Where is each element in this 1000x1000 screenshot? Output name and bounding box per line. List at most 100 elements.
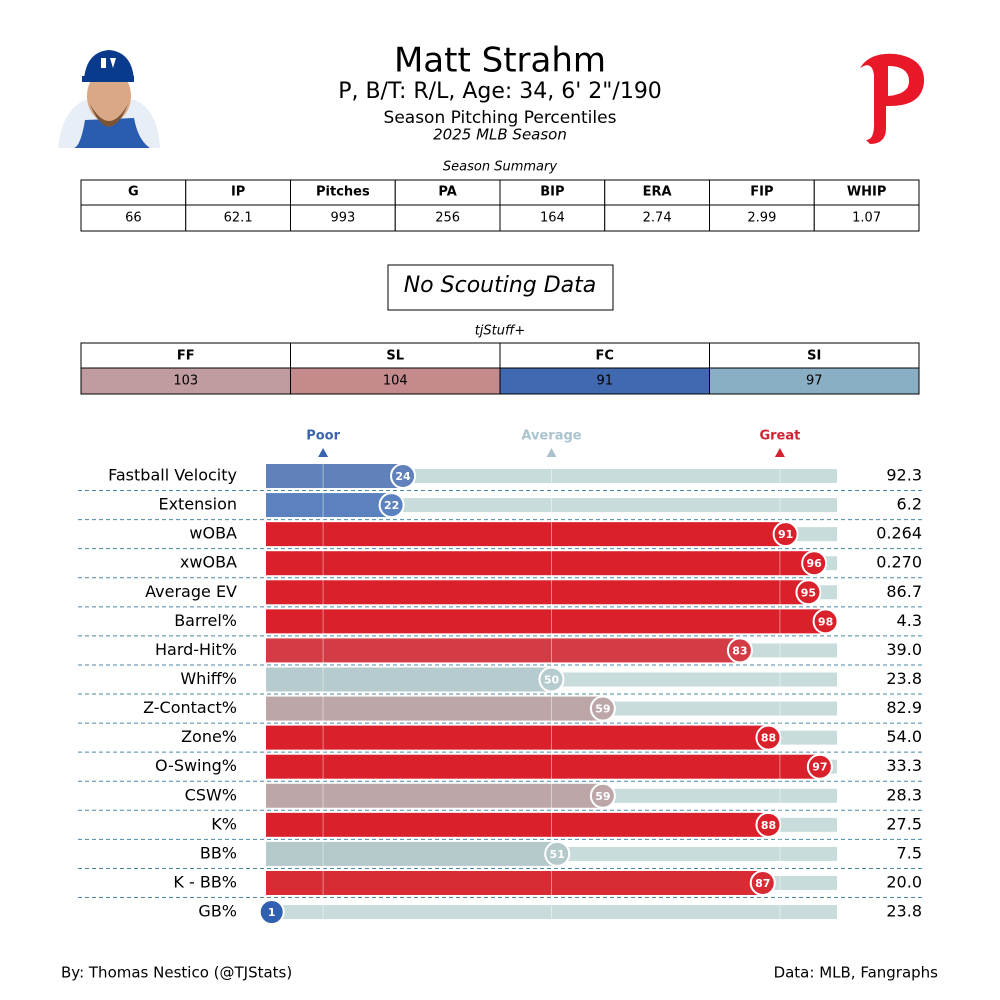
percentile-label: 98	[818, 615, 833, 628]
table-header: G	[128, 185, 139, 200]
stat-value: 7.5	[897, 843, 922, 862]
table-value: 2.99	[747, 211, 776, 226]
percentile-dot	[806, 753, 833, 780]
percentile-label: 22	[384, 499, 399, 512]
table-value: 164	[540, 211, 565, 226]
table-cell	[604, 204, 710, 232]
metric-label: Zone%	[181, 727, 237, 746]
table-cell	[290, 204, 396, 232]
stat-value: 27.5	[886, 814, 922, 833]
bar	[266, 696, 603, 721]
footer-credit: By: Thomas Nestico (@TJStats)	[61, 964, 292, 982]
table-value: 2.74	[643, 211, 672, 226]
percentile-dot	[801, 550, 828, 577]
table-cell	[290, 342, 501, 369]
table-header: Pitches	[316, 185, 370, 200]
bar	[266, 812, 769, 837]
table-cell	[80, 204, 187, 232]
table-cell	[185, 204, 291, 232]
bar	[266, 754, 820, 779]
percentile-dot	[726, 637, 753, 664]
stat-value: 54.0	[886, 727, 922, 746]
bar	[266, 667, 552, 692]
metric-label: Z-Contact%	[143, 698, 237, 717]
percentile-label: 97	[812, 761, 827, 774]
table-header: PA	[438, 185, 456, 200]
percentile-label: 88	[761, 819, 776, 832]
table-header: FF	[177, 349, 195, 364]
season: 2025 MLB Season	[433, 126, 567, 144]
bar	[266, 725, 769, 750]
percentile-dot	[544, 840, 571, 867]
bar	[266, 551, 815, 576]
table-value: 62.1	[224, 211, 253, 226]
bar	[266, 609, 826, 634]
percentile-dot	[589, 695, 616, 722]
stat-value: 39.0	[886, 640, 922, 659]
percentile-label: 50	[544, 673, 560, 686]
percentile-dot	[812, 608, 839, 635]
table-cell	[80, 367, 291, 395]
table-cell	[290, 179, 396, 206]
percentile-dot	[538, 666, 565, 693]
table-value: 256	[435, 211, 460, 226]
metric-label: Fastball Velocity	[108, 466, 237, 485]
percentile-dot	[378, 492, 405, 519]
metric-label: BB%	[200, 843, 237, 862]
percentile-label: 1	[268, 906, 276, 919]
bar	[266, 783, 603, 808]
percentile-dot	[258, 899, 285, 926]
stat-value: 20.0	[886, 872, 922, 891]
track	[266, 498, 837, 513]
metric-label: K - BB%	[173, 872, 237, 891]
table-header: IP	[231, 185, 245, 200]
stat-value: 23.8	[886, 669, 922, 688]
subtitle: Season Pitching Percentiles	[384, 108, 617, 128]
bar	[266, 493, 392, 518]
percentile-label: 83	[732, 644, 747, 657]
percentile-dot	[589, 782, 616, 809]
summary-title: Season Summary	[443, 160, 557, 175]
metric-label: Hard-Hit%	[155, 640, 237, 659]
player-bio: P, B/T: R/L, Age: 34, 6' 2"/190	[338, 79, 662, 104]
table-cell	[709, 367, 920, 395]
percentile-label: 51	[550, 848, 565, 861]
table-header: BIP	[540, 185, 564, 200]
table-cell	[499, 204, 606, 232]
percentile-dot	[772, 521, 799, 548]
metric-label: CSW%	[185, 785, 237, 804]
stat-value: 0.270	[876, 553, 922, 572]
stat-value: 92.3	[886, 466, 922, 485]
stat-value: 0.264	[876, 524, 922, 543]
metric-label: wOBA	[189, 524, 237, 543]
table-value: 104	[383, 374, 408, 389]
table-header: FC	[596, 349, 614, 364]
table-cell	[185, 179, 291, 206]
table-value: 1.07	[852, 211, 881, 226]
stat-value: 82.9	[886, 698, 922, 717]
bar	[266, 464, 404, 488]
bar	[266, 580, 809, 605]
x-tick-label: Great	[759, 429, 800, 444]
table-header: SL	[386, 349, 404, 364]
bar	[266, 841, 558, 866]
percentile-label: 88	[761, 732, 776, 745]
metric-label: Extension	[158, 495, 237, 514]
table-cell	[709, 204, 815, 232]
scouting-box	[387, 264, 614, 311]
percentile-dot	[390, 463, 417, 489]
tick-marker	[546, 448, 557, 457]
percentile-label: 87	[755, 877, 770, 890]
metric-label: GB%	[198, 902, 237, 921]
table-value: 103	[173, 374, 198, 389]
table-cell	[80, 342, 291, 369]
bar	[266, 870, 763, 895]
stat-value: 33.3	[886, 756, 922, 775]
metric-label: Average EV	[145, 582, 237, 601]
table-cell	[709, 342, 920, 369]
table-header: FIP	[750, 185, 773, 200]
stat-value: 6.2	[897, 495, 922, 514]
bar	[266, 522, 786, 547]
